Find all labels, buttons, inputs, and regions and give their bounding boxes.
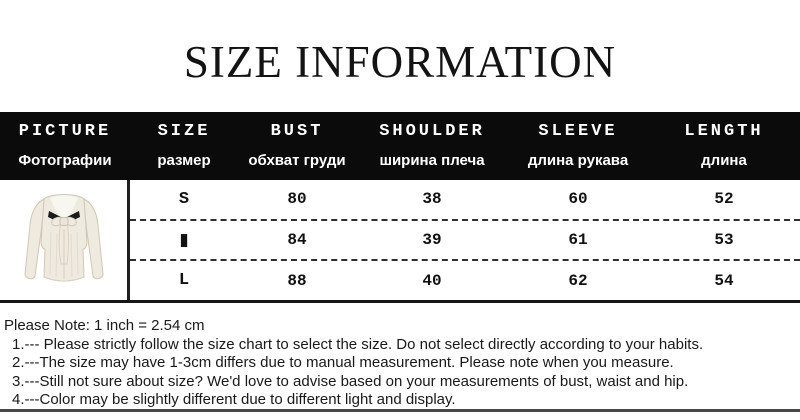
notes-heading: Please Note: 1 inch = 2.54 cm xyxy=(4,317,205,334)
column-header-length: LENGTH длина xyxy=(648,112,800,180)
column-header-bust: BUST обхват груди xyxy=(238,112,356,180)
right-sleeve xyxy=(83,198,103,280)
table-header: PICTURE Фотографии SIZE размер BUST обхв… xyxy=(0,112,800,180)
note-item-1: 1.--- Please strictly follow the size ch… xyxy=(12,335,704,353)
note-item-4: 4.---Color may be slightly different due… xyxy=(12,391,456,408)
left-sleeve xyxy=(24,198,44,280)
size-cell: ▮ xyxy=(179,231,189,251)
picture-cell xyxy=(0,180,130,300)
bust-cell: 80 xyxy=(287,190,307,209)
table-row-s: S 80 38 60 52 xyxy=(130,180,800,219)
header-ru-shoulder: ширина плеча xyxy=(379,152,485,169)
note-item-2: 2.---The size may have 1-3cm differs due… xyxy=(12,354,674,371)
length-cell: 52 xyxy=(714,190,734,209)
size-rows: S 80 38 60 52 ▮ 84 39 61 53 L 88 40 62 5… xyxy=(130,180,800,300)
header-en-shoulder: SHOULDER xyxy=(379,122,485,141)
page-title: SIZE INFORMATION xyxy=(183,37,617,87)
rib-texture xyxy=(49,231,78,278)
length-cell: 54 xyxy=(714,271,734,290)
sleeve-cell: 61 xyxy=(568,231,588,249)
header-ru-sleeve: длина рукава xyxy=(527,152,629,169)
size-cell: L xyxy=(178,271,190,291)
header-ru-length: длина xyxy=(701,152,747,169)
shoulder-cell: 40 xyxy=(422,271,442,290)
table-row-l: L 88 40 62 54 xyxy=(130,259,800,300)
product-image xyxy=(24,194,103,282)
column-header-picture: PICTURE Фотографии xyxy=(0,112,130,180)
length-cell: 53 xyxy=(714,231,734,249)
shoulder-cell: 39 xyxy=(422,231,442,249)
column-header-shoulder: SHOULDER ширина плеча xyxy=(356,112,508,180)
column-header-size: SIZE размер xyxy=(130,112,238,180)
sleeve-cell: 62 xyxy=(568,271,588,290)
size-cell: S xyxy=(178,189,190,209)
bow-knot xyxy=(59,217,68,226)
header-en-picture: PICTURE xyxy=(18,122,112,141)
v-neck xyxy=(49,195,78,228)
table-body: S 80 38 60 52 ▮ 84 39 61 53 L 88 40 62 5… xyxy=(0,180,800,303)
header-ru-size: размер xyxy=(157,152,211,169)
header-en-sleeve: SLEEVE xyxy=(538,122,618,141)
bottom-divider xyxy=(0,409,800,412)
table-row-m: ▮ 84 39 61 53 xyxy=(130,218,800,260)
shoulder-cell: 38 xyxy=(422,190,442,209)
note-item-3: 3.---Still not sure about size? We'd lov… xyxy=(12,372,689,390)
notes: Please Note: 1 inch = 2.54 cm 1.--- Plea… xyxy=(4,317,796,410)
header-en-size: SIZE xyxy=(157,122,211,141)
bust-cell: 88 xyxy=(287,271,307,290)
header-en-bust: BUST xyxy=(270,122,324,141)
header-en-length: LENGTH xyxy=(684,122,764,141)
sleeve-cell: 60 xyxy=(568,190,588,209)
column-header-sleeve: SLEEVE длина рукава xyxy=(508,112,648,180)
header-ru-bust: обхват груди xyxy=(248,152,346,169)
header-ru-picture: Фотографии xyxy=(18,152,112,169)
hem xyxy=(43,276,84,282)
bust-cell: 84 xyxy=(287,231,307,249)
